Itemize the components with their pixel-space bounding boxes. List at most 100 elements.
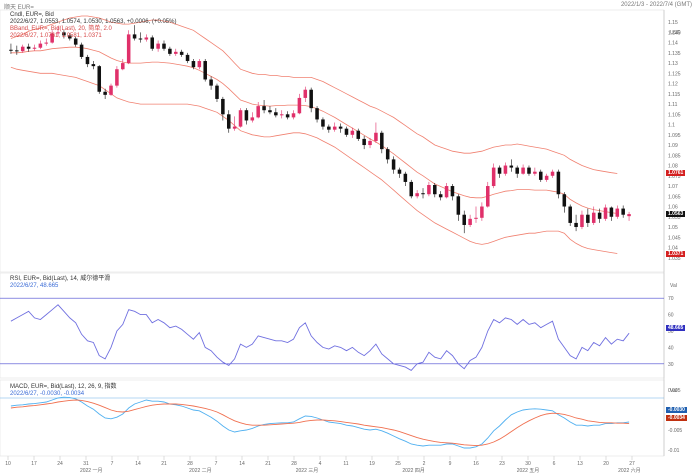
candle-body bbox=[421, 193, 425, 195]
bband-middle-line bbox=[10, 46, 618, 214]
signal-value-tag: -0.0034 bbox=[666, 415, 687, 421]
candle-body bbox=[26, 46, 31, 49]
candle-body bbox=[203, 61, 207, 80]
candle-body bbox=[62, 32, 66, 36]
candle-body bbox=[586, 214, 590, 223]
price-tick-label: 1.14 bbox=[668, 41, 678, 47]
candle-body bbox=[91, 64, 96, 67]
candle-body bbox=[291, 113, 296, 118]
candle-body bbox=[209, 79, 213, 86]
candle-body bbox=[238, 110, 243, 127]
macd-tick-label: -0.01 bbox=[668, 448, 680, 454]
x-day-label: 24 bbox=[57, 461, 63, 467]
x-month-label: 2022 三月 bbox=[296, 468, 319, 474]
price-tick-label: 1.125 bbox=[668, 71, 681, 77]
price-tick-label: 1.075 bbox=[668, 174, 681, 180]
candle-body bbox=[250, 117, 255, 121]
candle-body bbox=[380, 132, 384, 150]
rsi-legend-title: RSI, EUR=, Bid(Last), 14, 威尔德平滑 bbox=[10, 276, 111, 282]
candle-body bbox=[197, 61, 202, 68]
signal-line bbox=[10, 399, 630, 447]
candle-body bbox=[397, 169, 402, 174]
candle-body bbox=[627, 214, 631, 217]
rsi-tick-label: 30 bbox=[668, 362, 674, 368]
candle-body bbox=[527, 167, 531, 174]
price-tick-label: 1.07 bbox=[668, 184, 678, 190]
candle-body bbox=[268, 110, 272, 113]
price-tick-label: 1.08 bbox=[668, 164, 678, 170]
candle-body bbox=[50, 33, 54, 43]
candle-body bbox=[303, 89, 308, 98]
x-day-label: 9 bbox=[449, 461, 452, 467]
rsi-legend-values: 2022/6/27, 48.665 bbox=[10, 283, 59, 289]
candle-body bbox=[480, 206, 484, 218]
candle-body bbox=[474, 217, 478, 219]
price-tick-label: 1.1 bbox=[668, 123, 675, 129]
price-tick-label: 1.11 bbox=[668, 102, 678, 108]
title-bar: 顺天 EUR= 2022/1/3 - 2022/7/4 (GMT) bbox=[0, 0, 696, 11]
candle-body bbox=[68, 35, 72, 39]
macd-line bbox=[10, 396, 630, 449]
candle-body bbox=[491, 167, 496, 187]
candle-body bbox=[44, 42, 49, 44]
candle-body bbox=[226, 114, 231, 129]
candle-body bbox=[403, 173, 408, 182]
candle-body bbox=[9, 49, 13, 51]
price-tick-label: 1.135 bbox=[668, 51, 681, 57]
price-panel-frame bbox=[0, 9, 665, 273]
candle-body bbox=[103, 91, 107, 95]
candle-body bbox=[515, 167, 519, 174]
bband-legend-title: BBand, EUR=, Bid(Last), 20, 简单, 2.0 bbox=[10, 26, 112, 32]
candle-body bbox=[562, 194, 567, 207]
x-day-label: 7 bbox=[215, 461, 218, 467]
rsi-legend: RSI, EUR=, Bid(Last), 14, 威尔德平滑 2022/6/2… bbox=[10, 276, 110, 290]
bband-legend-values: 2022/6/27, 1.0761, 1.0581, 1.0371 bbox=[10, 33, 102, 39]
candle-body bbox=[215, 85, 219, 99]
instrument-title: 顺天 EUR= bbox=[4, 5, 34, 11]
candle-body bbox=[38, 43, 43, 48]
rsi-tick-label: 50 bbox=[668, 329, 674, 335]
candle-body bbox=[362, 138, 366, 146]
price-tick-label: 1.04 bbox=[668, 246, 678, 252]
price-tick-label: 1.12 bbox=[668, 82, 678, 88]
price-tick-label: 1.09 bbox=[668, 143, 678, 149]
candle-body bbox=[591, 212, 596, 223]
rsi-unit-label: Val bbox=[670, 283, 677, 289]
bband-upper-line bbox=[10, 15, 618, 174]
candle-body bbox=[274, 112, 278, 116]
candle-legend-title: Cndl, EUR=, Bid bbox=[10, 12, 54, 18]
macd-value-tag: -0.0030 bbox=[666, 407, 687, 413]
candle-body bbox=[385, 149, 390, 160]
price-tick-label: 1.055 bbox=[668, 215, 681, 221]
candle-body bbox=[556, 171, 561, 195]
candle-body bbox=[256, 106, 260, 118]
candle-body bbox=[297, 97, 302, 114]
x-day-label: 25 bbox=[395, 461, 401, 467]
price-tick-label: 1.095 bbox=[668, 133, 681, 139]
candle-body bbox=[321, 119, 325, 127]
price-tick-label: 1.065 bbox=[668, 194, 681, 200]
x-day-label: 4 bbox=[319, 461, 322, 467]
lower-band-tag: 1.0371 bbox=[666, 251, 686, 257]
candle-body bbox=[115, 69, 119, 86]
x-month-label: 2022 一月 bbox=[80, 468, 103, 474]
candle-body bbox=[285, 114, 290, 118]
candle-body bbox=[244, 110, 249, 121]
candle-body bbox=[374, 132, 378, 141]
price-tick-label: 1.085 bbox=[668, 153, 681, 159]
candle-body bbox=[603, 207, 608, 219]
x-day-label: 30 bbox=[525, 461, 531, 467]
macd-legend-values: 2022/6/27, -0.0030, -0.0034 bbox=[10, 391, 85, 397]
bband-lower-line bbox=[10, 66, 618, 254]
candle-body bbox=[132, 34, 137, 39]
candle-body bbox=[456, 196, 461, 215]
candle-body bbox=[85, 56, 90, 65]
rsi-line bbox=[10, 304, 630, 371]
candle-body bbox=[538, 171, 543, 180]
candle-body bbox=[168, 48, 172, 54]
x-day-label: 14 bbox=[239, 461, 245, 467]
price-tick-label: 1.06 bbox=[668, 205, 678, 211]
candle-body bbox=[144, 37, 149, 40]
